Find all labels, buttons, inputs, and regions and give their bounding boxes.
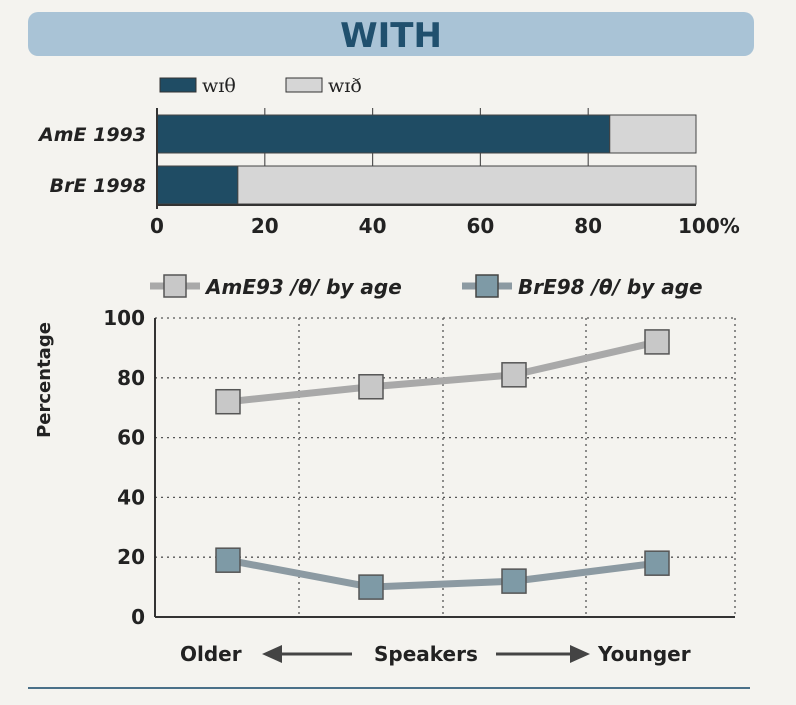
x-axis-label-left: Older [180, 642, 242, 666]
bar-ame-1993-series-0 [156, 114, 611, 154]
bar-x-tick-label: 20 [251, 214, 279, 238]
point-bre98-by-age-0 [215, 547, 241, 573]
bar-x-tick-label: 40 [359, 214, 387, 238]
legend-swatch-with-eth [285, 77, 323, 93]
y-axis-label: Percentage [34, 322, 55, 438]
legend-marker-ame93 [163, 274, 187, 298]
arrow-left-icon [262, 645, 352, 663]
line-y-tick-label: 20 [117, 545, 145, 569]
bar-x-tick-label: 80 [574, 214, 602, 238]
bar-category-label: AmE 1993 [37, 124, 146, 146]
legend-label-bre98: BrE98 /θ/ by age [518, 275, 703, 299]
bar-category-label: BrE 1998 [50, 175, 146, 197]
bar-x-tick-label: 60 [466, 214, 494, 238]
line-chart: 0 20 40 60 80 100 [103, 306, 736, 629]
point-bre98-by-age-1 [358, 574, 384, 600]
point-ame93-by-age-3 [644, 329, 670, 355]
legend-label-ame93: AmE93 /θ/ by age [204, 275, 402, 299]
legend-marker-bre98 [475, 274, 499, 298]
series-line-ame93-by-age [227, 338, 658, 406]
point-ame93-by-age-2 [501, 362, 527, 388]
point-bre98-by-age-2 [501, 568, 527, 594]
bar-ame-1993-series-1 [609, 114, 697, 154]
point-bre98-by-age-3 [644, 550, 670, 576]
line-y-tick-label: 60 [117, 426, 145, 450]
line-y-tick-label: 100 [103, 306, 145, 330]
bar-bre-1998-series-1 [237, 165, 697, 205]
legend-ame93: AmE93 /θ/ by age [150, 274, 402, 299]
series-line-bre98-by-age [227, 556, 658, 591]
bar-x-tick-label: 100% [678, 214, 740, 238]
line-y-tick-label: 80 [117, 366, 145, 390]
x-axis-label-right: Younger [597, 642, 691, 666]
bar-bre-1998-series-0 [156, 165, 239, 205]
point-ame93-by-age-1 [358, 374, 384, 400]
legend-bre98: BrE98 /θ/ by age [462, 274, 703, 299]
legend-swatch-with-theta [159, 77, 197, 93]
point-ame93-by-age-0 [215, 388, 241, 415]
line-y-tick-label: 0 [131, 605, 145, 629]
page-title: WITH [340, 16, 442, 56]
line-y-tick-label: 40 [117, 485, 145, 509]
bar-x-tick-label: 0 [150, 214, 164, 238]
title-banner [28, 12, 754, 56]
legend-label-with-theta: wɪθ [202, 75, 236, 97]
x-axis-label: Speakers [374, 642, 478, 666]
arrow-right-icon [496, 645, 590, 663]
legend-label-with-eth: wɪð [328, 75, 362, 97]
